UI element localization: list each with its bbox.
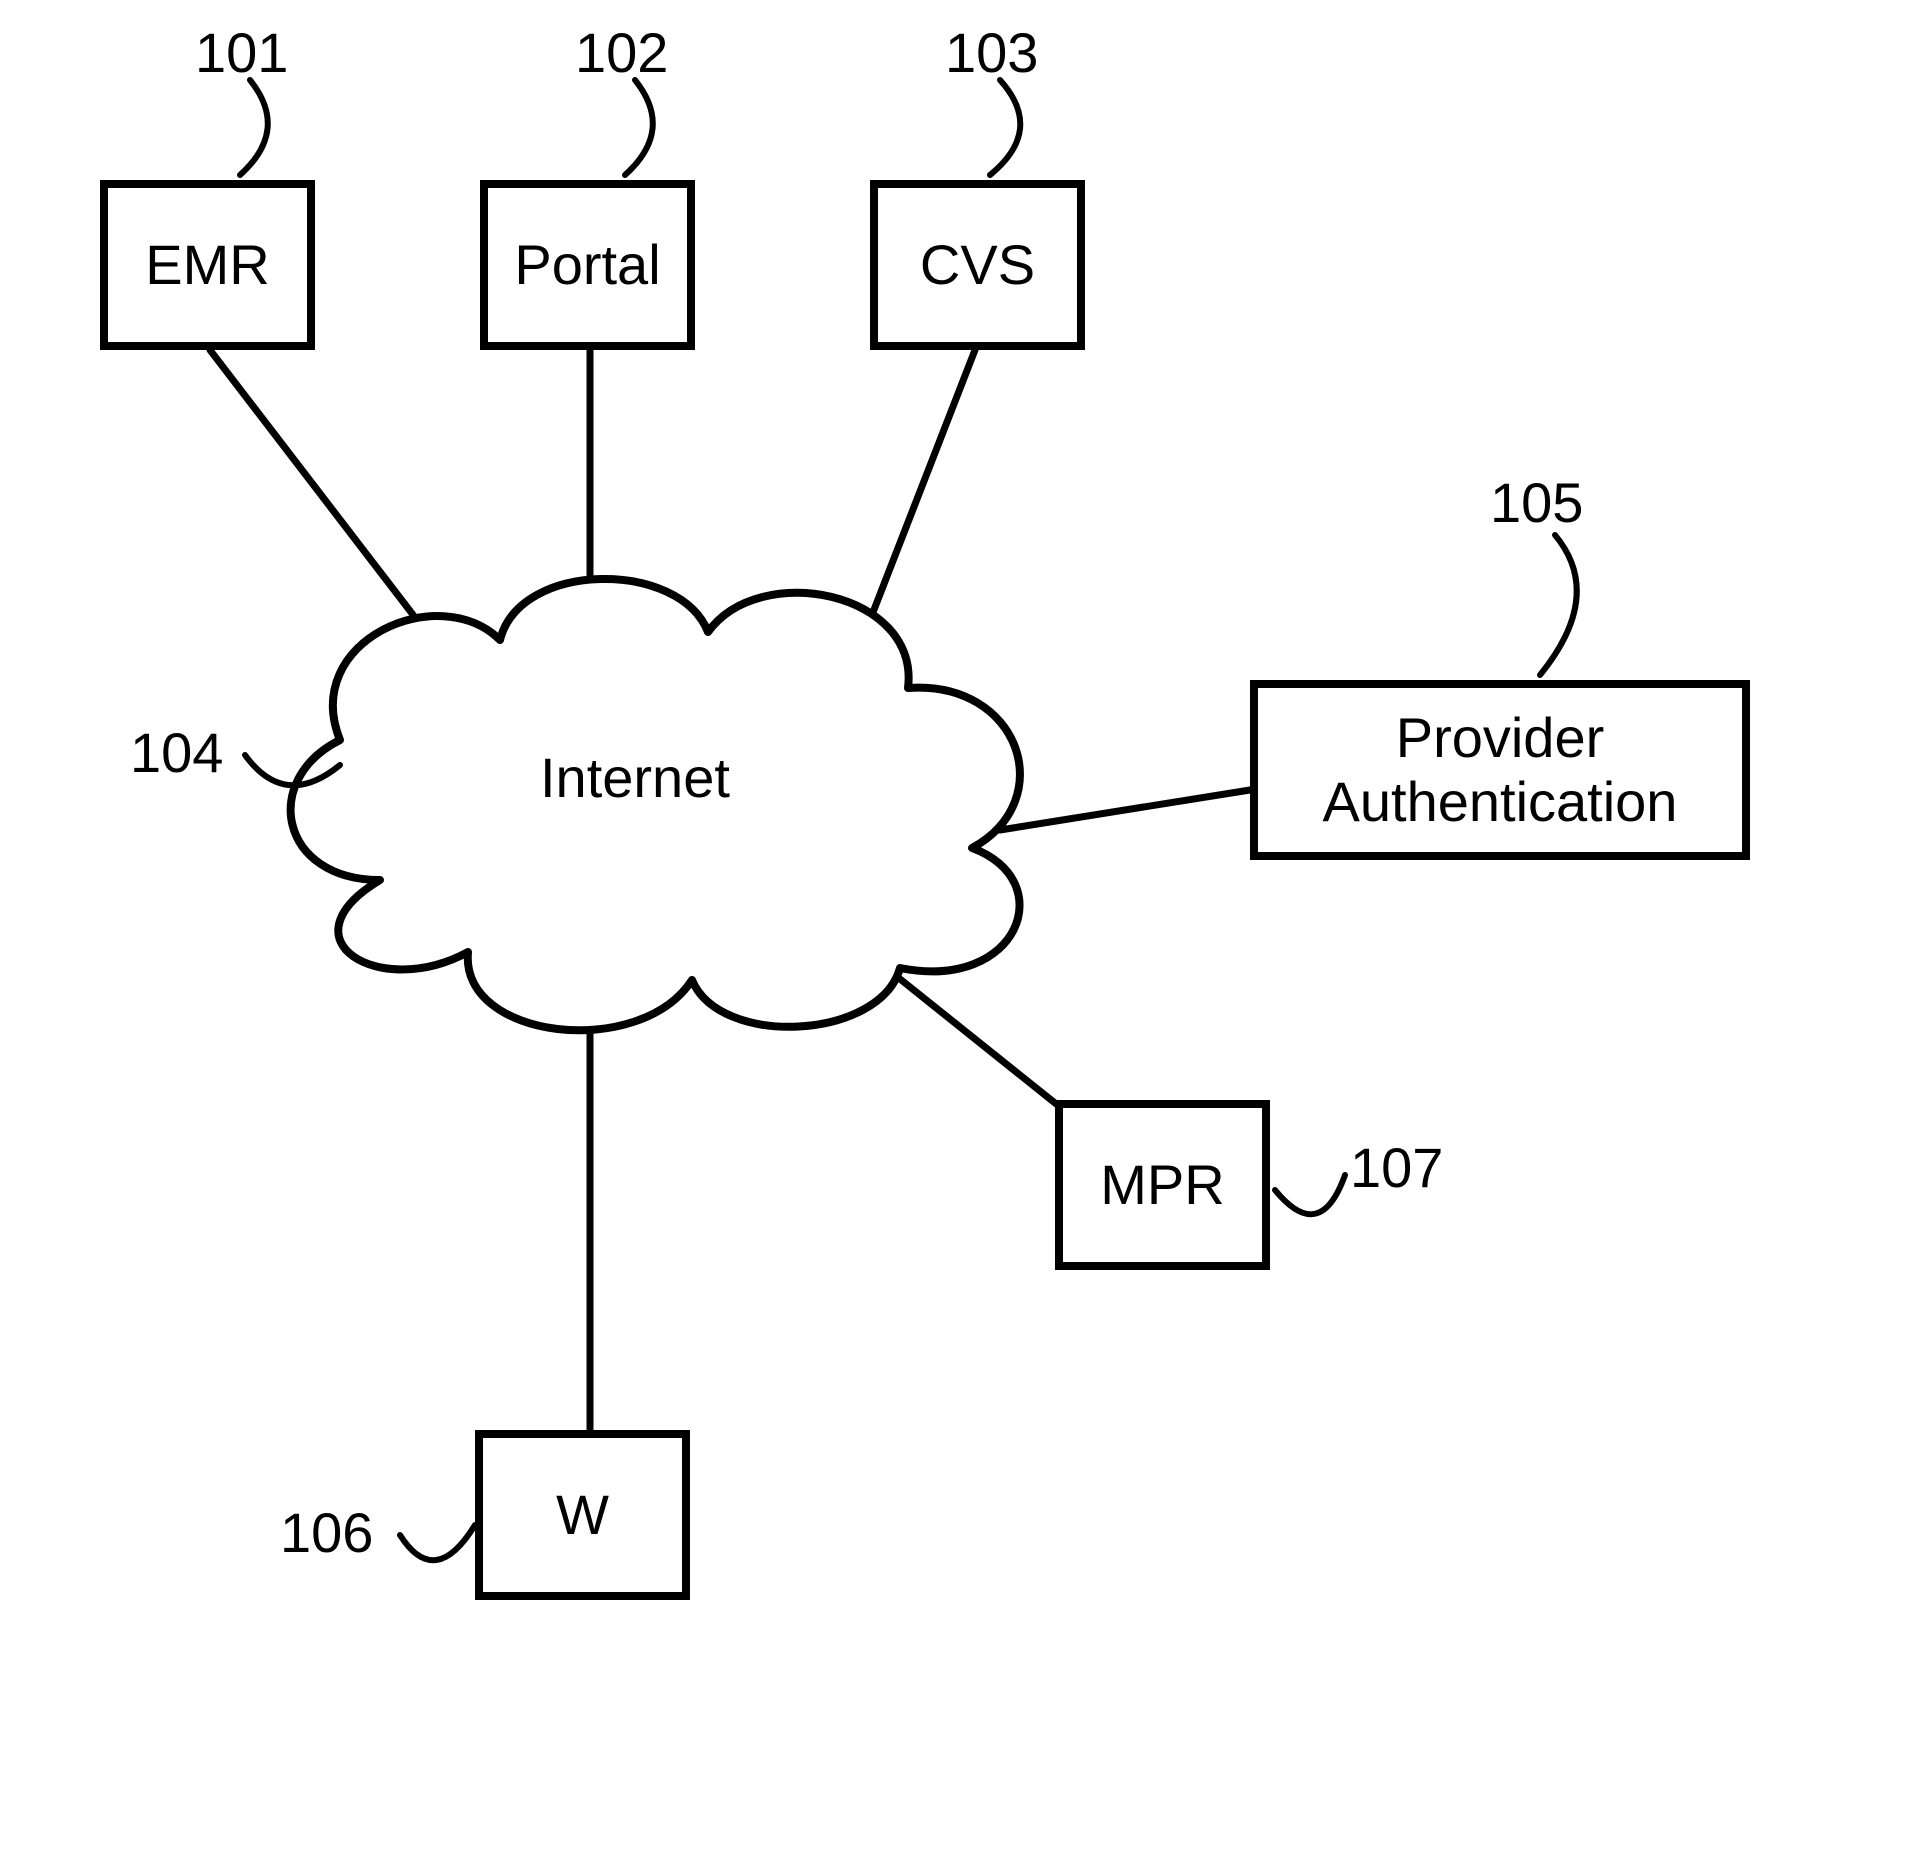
ref-105: 105 [1490,470,1583,535]
leader-r105 [1540,535,1577,675]
ref-102: 102 [575,20,668,85]
leader-r101 [240,80,268,175]
ref-106: 106 [280,1500,373,1565]
leader-r106 [400,1525,475,1560]
node-emr: EMR [100,180,315,350]
node-mpr: MPR [1055,1100,1270,1270]
node-w-label: W [556,1483,609,1547]
node-emr-label: EMR [145,233,269,297]
node-auth: ProviderAuthentication [1250,680,1750,860]
leader-r102 [625,80,653,175]
node-mpr-label: MPR [1100,1153,1224,1217]
ref-107: 107 [1350,1135,1443,1200]
node-cvs: CVS [870,180,1085,350]
connector-auth [1000,790,1250,830]
diagram-canvas: EMR Portal CVS ProviderAuthentication MP… [0,0,1931,1852]
ref-103: 103 [945,20,1038,85]
leader-r103 [990,80,1020,175]
node-auth-label: ProviderAuthentication [1323,706,1678,835]
cloud-label: Internet [540,745,730,810]
ref-101: 101 [195,20,288,85]
node-portal: Portal [480,180,695,350]
connector-cvs [870,350,975,620]
node-cvs-label: CVS [920,233,1035,297]
connector-emr [210,350,440,650]
leader-r107 [1275,1175,1345,1214]
node-portal-label: Portal [514,233,660,297]
node-w: W [475,1430,690,1600]
ref-104: 104 [130,720,223,785]
